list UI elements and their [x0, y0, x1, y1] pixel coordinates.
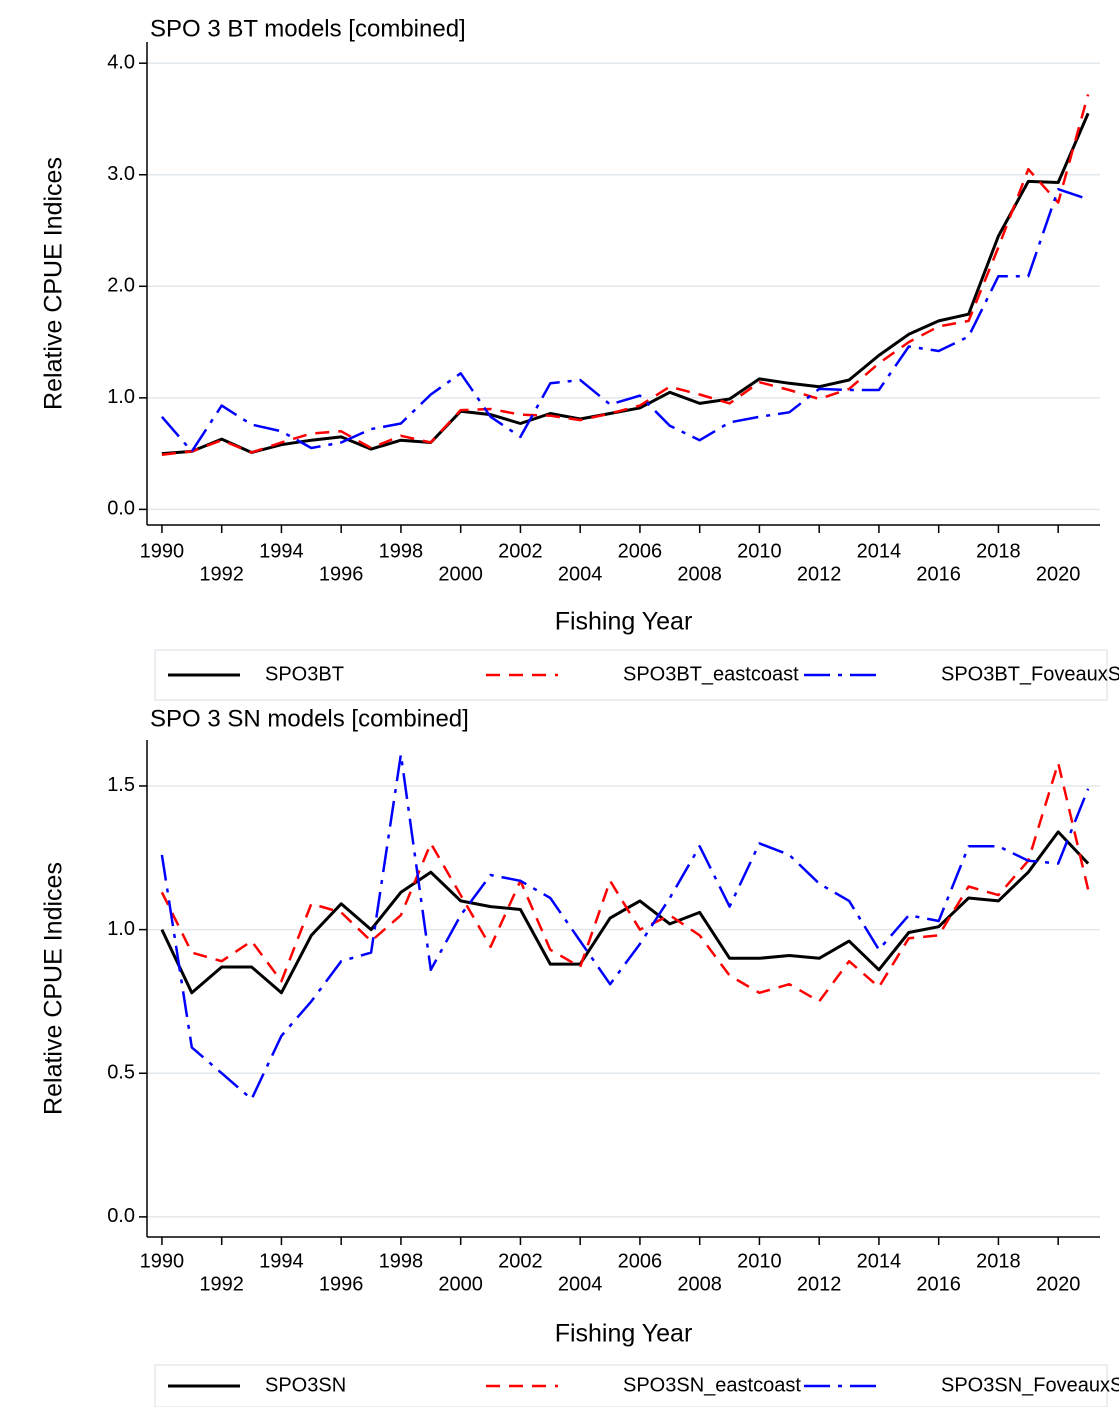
x-tick-label: 2012 — [797, 1273, 842, 1295]
x-tick-label: 1996 — [319, 563, 364, 585]
series-line — [160, 187, 1089, 453]
x-tick-label: 2010 — [737, 1250, 782, 1272]
legend-box — [154, 1364, 1108, 1407]
x-tick-label: 2020 — [1036, 563, 1081, 585]
x-tick-label: 2006 — [618, 540, 663, 562]
x-tick-label: 2002 — [498, 1250, 543, 1272]
y-tick-label: 1.5 — [107, 774, 135, 796]
x-tick-label: 1996 — [319, 1273, 364, 1295]
y-tick-label: 4.0 — [107, 51, 135, 73]
x-tick-label: 2020 — [1036, 1273, 1081, 1295]
y-tick-label: 3.0 — [107, 163, 135, 185]
legend-label: SPO3SN_FoveauxSt — [941, 1374, 1119, 1396]
x-tick-label: 1998 — [379, 1250, 424, 1272]
x-tick-label: 2016 — [916, 563, 961, 585]
y-tick-label: 0.0 — [107, 498, 135, 520]
x-tick-label: 2008 — [677, 1273, 722, 1295]
y-axis-title: Relative CPUE Indices — [40, 862, 68, 1115]
x-tick-label: 2004 — [558, 1273, 603, 1295]
x-tick-label: 2004 — [558, 563, 603, 585]
x-tick-label: 2002 — [498, 540, 543, 562]
chart-title: SPO 3 SN models [combined] — [150, 705, 469, 732]
chart-title: SPO 3 BT models [combined] — [150, 15, 466, 42]
x-tick-label: 2006 — [618, 1250, 663, 1272]
x-tick-label: 1994 — [259, 1250, 304, 1272]
y-tick-label: 1.0 — [107, 386, 135, 408]
series-line — [160, 753, 1090, 1101]
series-line — [161, 94, 1090, 456]
x-tick-label: 1994 — [259, 540, 304, 562]
x-tick-label: 2018 — [976, 540, 1021, 562]
y-tick-label: 1.0 — [107, 918, 135, 940]
x-tick-label: 1992 — [199, 563, 244, 585]
y-axis-title: Relative CPUE Indices — [40, 157, 68, 410]
x-tick-label: 2000 — [438, 563, 483, 585]
x-tick-label: 2016 — [916, 1273, 961, 1295]
plot-area — [147, 740, 1100, 1237]
x-tick-label: 1990 — [140, 540, 185, 562]
legend-label: SPO3SN_eastcoast — [623, 1374, 801, 1396]
x-tick-label: 2014 — [857, 540, 902, 562]
x-tick-label: 1990 — [140, 1250, 185, 1272]
legend-label: SPO3BT_eastcoast — [623, 663, 799, 685]
plot-area — [147, 42, 1100, 525]
legend-label: SPO3BT_FoveauxSt — [941, 663, 1119, 685]
y-tick-label: 2.0 — [107, 275, 135, 297]
x-axis-title: Fishing Year — [555, 1320, 693, 1348]
y-tick-label: 0.5 — [107, 1062, 135, 1084]
series-line — [160, 761, 1090, 1003]
x-tick-label: 2010 — [737, 540, 782, 562]
x-tick-label: 1992 — [199, 1273, 244, 1295]
x-tick-label: 2008 — [677, 563, 722, 585]
legend-label: SPO3BT — [265, 663, 344, 685]
x-axis-title: Fishing Year — [555, 608, 693, 636]
x-tick-label: 2000 — [438, 1273, 483, 1295]
series-line — [160, 830, 1090, 995]
x-tick-label: 2014 — [857, 1250, 902, 1272]
x-tick-label: 2012 — [797, 563, 842, 585]
legend-label: SPO3SN — [265, 1374, 346, 1396]
x-tick-label: 2018 — [976, 1250, 1021, 1272]
legend-box — [154, 649, 1108, 701]
y-tick-label: 0.0 — [107, 1205, 135, 1227]
x-tick-label: 1998 — [379, 540, 424, 562]
